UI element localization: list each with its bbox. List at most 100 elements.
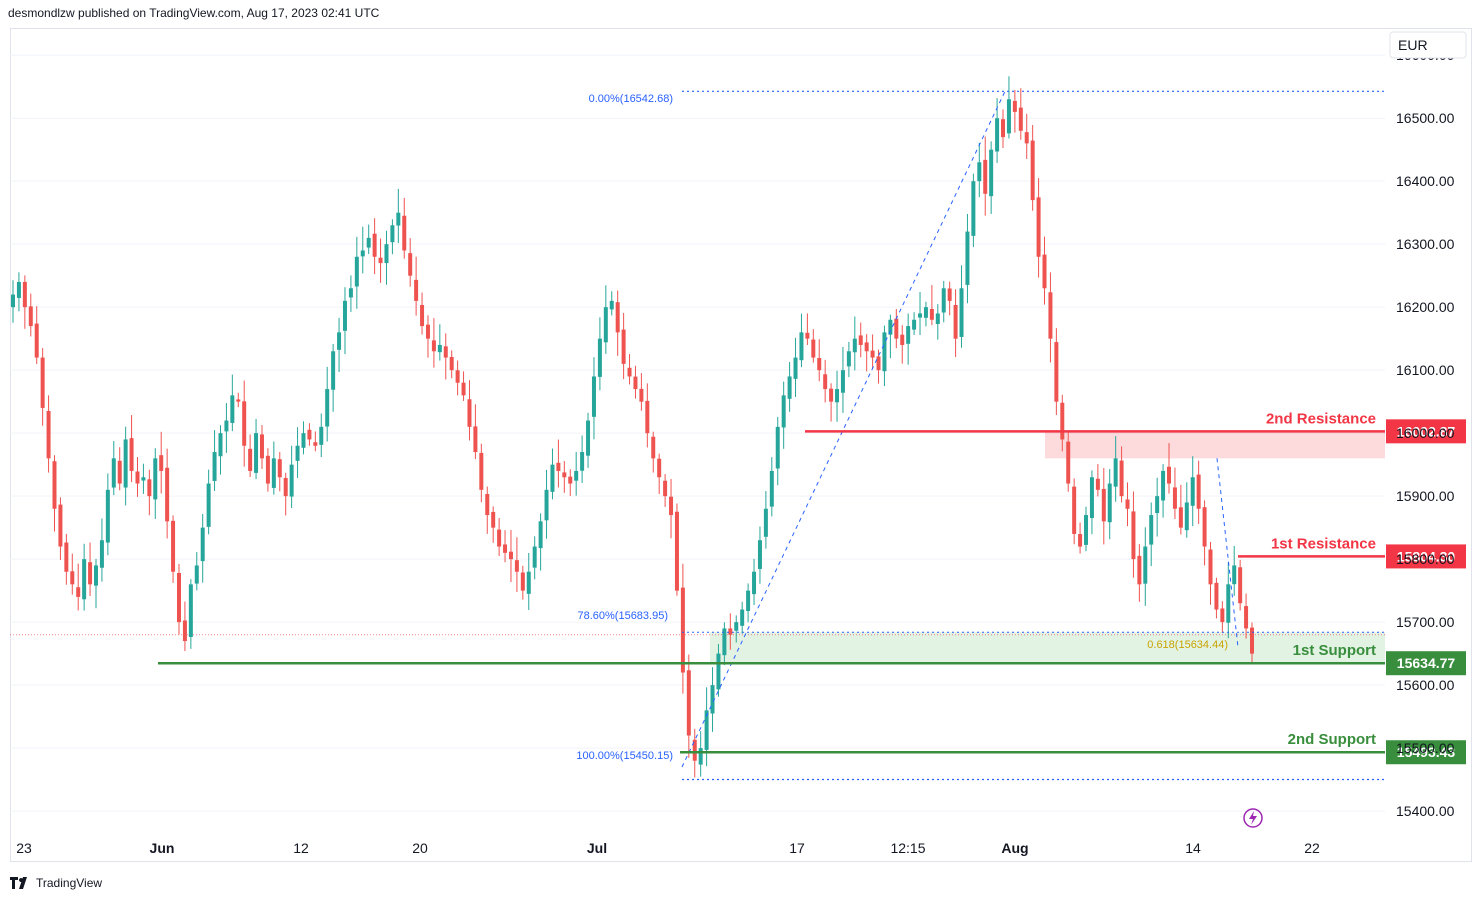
publisher-line: desmondlzw published on TradingView.com,…	[8, 6, 380, 20]
time-tick-label: 17	[789, 840, 805, 856]
candle-body	[977, 162, 982, 182]
candle-body	[307, 429, 312, 440]
candle-body	[1190, 477, 1195, 506]
candle-body	[194, 565, 199, 584]
candle-body	[390, 225, 395, 243]
candle-body	[793, 357, 798, 379]
candle-body	[823, 374, 828, 390]
candle-body	[1220, 608, 1225, 623]
level-name-label: 1st Support	[1293, 642, 1376, 659]
candle-body	[1024, 132, 1029, 144]
candle-body	[835, 389, 840, 403]
candle-body	[621, 329, 626, 364]
candle-body	[230, 395, 235, 423]
level-name-label: 1st Resistance	[1271, 535, 1376, 552]
resistance-zone	[1045, 431, 1385, 459]
candle-body	[348, 288, 353, 298]
candle-body	[52, 461, 57, 509]
candle-body	[1125, 499, 1130, 509]
candle-body	[1101, 488, 1106, 522]
fib-label: 0.00%(16542.68)	[589, 93, 673, 105]
candle-body	[615, 302, 620, 333]
candle-body	[313, 442, 318, 446]
candle-body	[947, 288, 952, 301]
candle-body	[953, 305, 958, 339]
candle-body	[1167, 466, 1172, 484]
candle-body	[740, 609, 745, 626]
candle-body	[532, 546, 537, 568]
candle-body	[135, 471, 140, 484]
candle-body	[680, 587, 685, 673]
candle-body	[775, 426, 780, 469]
candle-body	[734, 622, 739, 631]
candle-body	[437, 344, 442, 353]
candle-body	[224, 420, 229, 432]
level-name-label: 2nd Resistance	[1266, 410, 1376, 427]
candle-body	[1084, 515, 1089, 545]
candle-body	[752, 571, 757, 595]
candle-body	[609, 300, 614, 310]
time-tick-label: Aug	[1001, 840, 1028, 856]
candle-body	[757, 540, 762, 569]
candle-body	[319, 426, 324, 445]
candle-body	[1060, 402, 1065, 440]
level-price-tag	[1386, 740, 1466, 765]
candle-body	[503, 544, 508, 553]
candle-body	[568, 476, 573, 484]
currency-badge-label: EUR	[1398, 37, 1428, 53]
candle-body	[277, 459, 282, 478]
time-tick-label: Jun	[150, 840, 175, 856]
candle-body	[117, 460, 122, 484]
zones	[10, 431, 1385, 664]
price-tick-label: 15700.00	[1396, 614, 1455, 630]
candle-body	[941, 288, 946, 313]
candle-body	[105, 489, 110, 543]
candle-body	[769, 470, 774, 507]
candle-body	[763, 508, 768, 537]
candle-body	[580, 452, 585, 471]
candle-body	[28, 306, 33, 327]
candle-body	[111, 458, 116, 488]
candle-body	[443, 346, 448, 358]
candle-body	[858, 335, 863, 345]
candle-body	[663, 480, 668, 497]
chart-frame	[10, 28, 1472, 862]
candle-body	[218, 433, 223, 457]
time-tick-label: 23	[16, 840, 32, 856]
candle-body	[728, 628, 733, 635]
candle-body	[1184, 502, 1189, 531]
candle-body	[34, 323, 39, 358]
currency-badge[interactable]: EUR	[1389, 31, 1467, 59]
candle-body	[206, 483, 211, 527]
candle-body	[1250, 627, 1254, 654]
footer: TradingView	[10, 876, 102, 890]
candle-body	[633, 376, 638, 390]
candle-body	[1208, 549, 1213, 585]
candle-body	[491, 511, 496, 528]
candle-body	[870, 350, 875, 358]
flash-icon[interactable]	[1243, 808, 1263, 828]
candle-body	[402, 215, 407, 251]
price-tick-label: 15400.00	[1396, 803, 1455, 819]
price-tick-label: 15500.00	[1396, 740, 1455, 756]
price-axis: 15400.00 15500.00 15600.00 15700.00 15800.00…	[1396, 47, 1455, 819]
level-price-label: 15493.43	[1397, 744, 1456, 760]
candle-body	[710, 685, 715, 714]
candle-body	[301, 433, 306, 448]
candle-body	[141, 477, 146, 481]
time-tick-label: 12	[293, 840, 309, 856]
candle-body	[817, 357, 822, 371]
candle-body	[645, 400, 650, 434]
candle-body	[1006, 99, 1011, 134]
candle-body	[123, 439, 128, 488]
candle-body	[698, 748, 703, 765]
candle-body	[562, 472, 567, 478]
candle-body	[811, 339, 816, 358]
candle-body	[408, 253, 413, 276]
candle-body	[372, 233, 377, 257]
price-tick-label: 16500.00	[1396, 110, 1455, 126]
candle-body	[639, 388, 644, 402]
candle-body	[147, 479, 152, 497]
candle-body	[1113, 458, 1118, 487]
